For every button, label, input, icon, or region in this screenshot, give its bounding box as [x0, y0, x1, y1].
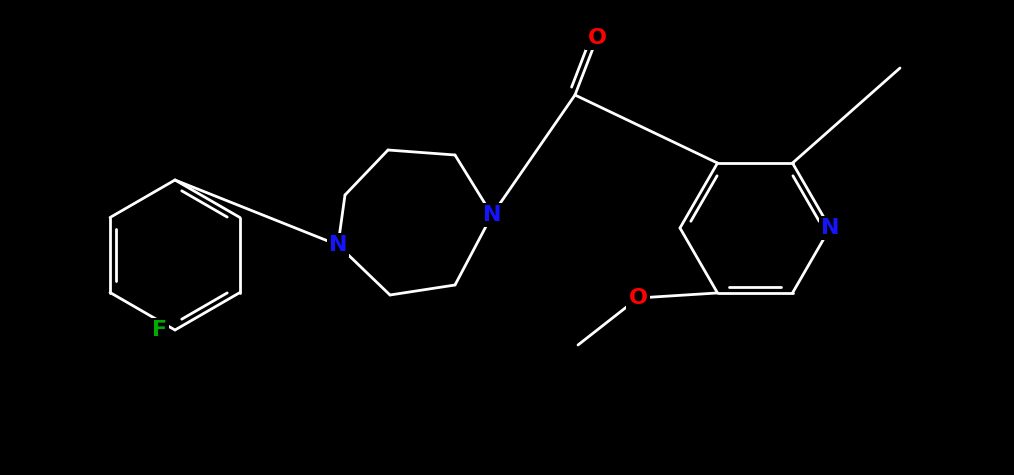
Text: N: N [483, 205, 501, 225]
Text: O: O [587, 28, 606, 48]
Text: O: O [629, 288, 648, 308]
Text: F: F [152, 320, 167, 340]
Text: N: N [820, 218, 840, 238]
Text: N: N [329, 235, 347, 255]
